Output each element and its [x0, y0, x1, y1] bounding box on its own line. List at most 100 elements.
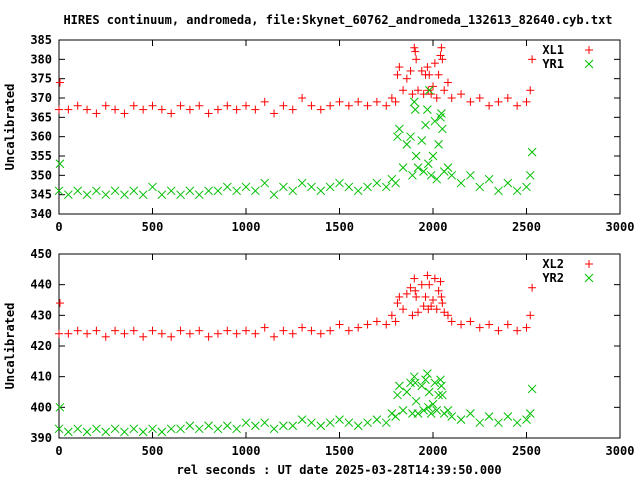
- data-point: [421, 292, 430, 301]
- data-point: [316, 186, 326, 196]
- data-point: [167, 109, 176, 118]
- top-y-axis-label: Uncalibrated: [3, 84, 17, 171]
- data-point: [73, 186, 83, 196]
- data-point: [503, 94, 512, 102]
- data-point: [129, 326, 138, 335]
- data-point: [307, 326, 316, 335]
- data-point: [157, 329, 166, 338]
- data-point: [166, 424, 176, 434]
- data-point: [457, 90, 466, 99]
- data-point: [399, 86, 408, 95]
- data-point: [408, 311, 417, 320]
- data-point: [503, 320, 512, 329]
- data-point: [466, 170, 475, 180]
- data-point: [325, 182, 335, 192]
- data-point: [55, 159, 65, 169]
- data-point: [242, 326, 250, 335]
- data-point: [120, 190, 129, 200]
- x-tick-label: 3000: [606, 444, 635, 458]
- chart-title: HIRES continuum, andromeda, file:Skynet_…: [63, 13, 612, 28]
- top-data-points: [54, 43, 537, 200]
- data-point: [426, 170, 436, 180]
- data-point: [185, 186, 195, 196]
- y-tick-label: 410: [30, 370, 52, 384]
- data-point: [82, 427, 92, 437]
- data-point: [522, 323, 531, 332]
- data-point: [297, 178, 307, 188]
- data-point: [157, 105, 166, 114]
- data-point: [260, 97, 269, 106]
- data-point: [101, 427, 111, 437]
- data-point: [54, 186, 64, 196]
- data-point: [522, 415, 531, 424]
- data-point: [528, 55, 537, 64]
- data-point: [129, 186, 139, 196]
- data-point: [222, 421, 232, 431]
- data-point: [419, 406, 429, 415]
- data-point: [412, 55, 421, 64]
- x-tick-label: 500: [142, 220, 164, 234]
- data-point: [436, 51, 445, 60]
- x-tick-label: 0: [55, 444, 62, 458]
- data-point: [525, 170, 535, 180]
- data-point: [387, 94, 396, 102]
- data-point: [176, 424, 185, 434]
- data-point: [185, 329, 194, 338]
- data-point: [213, 186, 223, 196]
- data-point: [391, 317, 400, 326]
- data-point: [298, 323, 307, 332]
- data-point: [410, 43, 419, 52]
- data-point: [372, 97, 381, 106]
- data-point: [421, 375, 430, 385]
- legend-label: YR2: [542, 271, 564, 285]
- data-point: [148, 424, 157, 434]
- data-point: [82, 190, 92, 200]
- data-point: [410, 105, 420, 114]
- y-tick-label: 385: [30, 33, 52, 47]
- data-point: [408, 170, 417, 180]
- data-point: [63, 427, 73, 437]
- data-point: [73, 424, 83, 434]
- data-point: [176, 190, 185, 200]
- data-point: [166, 186, 176, 196]
- data-point: [440, 86, 449, 95]
- data-point: [381, 182, 391, 192]
- data-point: [417, 381, 427, 391]
- data-point: [326, 101, 335, 110]
- data-point: [270, 109, 279, 118]
- data-point: [55, 105, 63, 114]
- x-axis-label: rel seconds : UT date 2025-03-28T14:39:5…: [176, 463, 501, 477]
- data-point: [430, 274, 439, 283]
- data-point: [325, 418, 335, 428]
- data-point: [421, 120, 430, 130]
- bottom-data-points: [54, 271, 537, 437]
- top-panel: 340 345 350 355 360 365 370 375 380 385 0 500 1000 1…: [3, 33, 634, 234]
- data-point: [382, 320, 391, 329]
- data-point: [288, 186, 298, 196]
- data-point: [232, 424, 242, 434]
- data-point: [424, 387, 434, 397]
- data-point: [526, 311, 535, 320]
- data-point: [363, 418, 372, 428]
- data-point: [437, 390, 447, 400]
- data-point: [372, 415, 382, 424]
- data-point: [344, 326, 353, 335]
- data-point: [241, 182, 251, 192]
- data-point: [110, 186, 120, 196]
- data-point: [223, 326, 232, 335]
- data-point: [307, 101, 316, 110]
- data-point: [443, 311, 452, 320]
- data-point: [288, 105, 297, 114]
- data-point: [427, 302, 436, 311]
- data-point: [204, 421, 213, 431]
- data-point: [456, 415, 466, 424]
- data-point: [344, 418, 354, 428]
- data-point: [279, 326, 288, 335]
- data-point: [398, 406, 408, 415]
- data-point: [176, 101, 185, 110]
- data-point: [260, 323, 269, 332]
- data-point: [406, 283, 415, 292]
- data-point: [92, 109, 101, 118]
